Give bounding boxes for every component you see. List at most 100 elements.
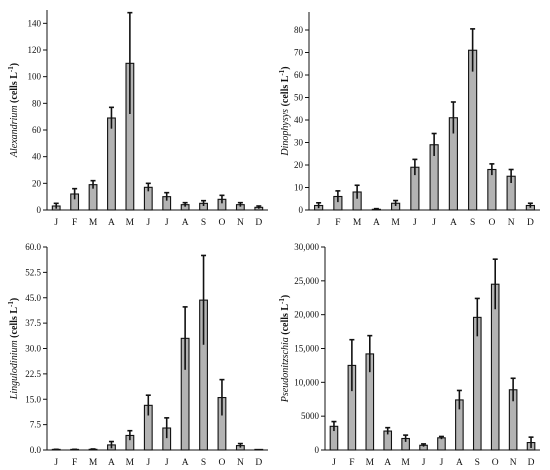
axis-lines: [324, 247, 540, 451]
x-tick-label: J: [422, 458, 426, 468]
x-tick-label: D: [255, 458, 262, 468]
x-tick-label: J: [165, 218, 169, 228]
panel-alexandrium: 0 20 40 60 80 100 120 140 Alexandrium (cells L-1…: [7, 10, 268, 228]
y-tick-label: 70: [294, 48, 304, 58]
x-tick-label: F: [349, 458, 354, 468]
x-tick-label: J: [54, 458, 58, 468]
x-tick-label: J: [317, 218, 321, 228]
x-tick-label: S: [470, 218, 475, 228]
panel-dinophysys: 0 10 20 30 40 50 60 70 80 Dinophysys (cells L-1) J…: [278, 12, 540, 228]
x-tick-label: M: [391, 218, 400, 228]
x-tick-label: J: [146, 458, 150, 468]
y-axis-label: Alexandrium (cells L-1): [7, 63, 20, 158]
y-tick-label: 30: [294, 138, 304, 148]
y-tick-label: 60.0: [25, 242, 41, 252]
axis-lines: [308, 12, 540, 211]
x-tick-label: S: [201, 218, 206, 228]
axis-lines: [46, 10, 268, 211]
y-tick-label: 40: [32, 152, 42, 162]
y-tick-label: 10,000: [294, 377, 319, 387]
y-tick-label: 10: [294, 183, 304, 193]
x-tick-label: O: [219, 458, 226, 468]
panel-pseudonitzschia: 0 5000 10,000 15,000 20,000 25,000 30,000 Pseud…: [278, 242, 540, 468]
y-tick-label: 0: [37, 205, 42, 215]
y-tick-label: 30.0: [25, 344, 41, 354]
y-tick-label: 80: [294, 25, 304, 35]
y-tick-label: 45.0: [25, 293, 41, 303]
x-tick-label: D: [527, 218, 534, 228]
x-tick-label: M: [89, 218, 98, 228]
x-tick-label: D: [255, 218, 262, 228]
y-tick-label: 80: [32, 98, 42, 108]
y-tick-label: 20: [294, 160, 304, 170]
y-tick-label: 7.5: [30, 420, 42, 430]
x-tick-label: A: [450, 218, 457, 228]
y-axis-label: Pseudonitzschia (cells L-1): [278, 295, 291, 404]
bar: [472, 316, 482, 451]
y-tick-label: 0: [315, 445, 320, 455]
x-tick-label: N: [508, 218, 515, 228]
y-tick-label: 100: [28, 72, 42, 82]
y-axis-label: Dinophysys (cells L-1): [278, 66, 291, 156]
bar: [107, 117, 116, 211]
x-tick-label: J: [165, 458, 169, 468]
x-tick-label: A: [108, 218, 115, 228]
x-tick-label: J: [54, 218, 58, 228]
x-tick-label: N: [237, 458, 244, 468]
y-tick-label: 50: [294, 93, 304, 103]
y-tick-label: 15,000: [294, 344, 319, 354]
y-tick-label: 5000: [301, 411, 320, 421]
x-tick-label: D: [528, 458, 535, 468]
x-tick-label: J: [413, 218, 417, 228]
y-tick-label: 52.5: [25, 267, 41, 277]
x-tick-label: O: [492, 458, 499, 468]
x-tick-label: M: [353, 218, 362, 228]
x-tick-label: A: [182, 458, 189, 468]
x-tick-label: M: [126, 218, 135, 228]
y-tick-label: 0: [299, 205, 304, 215]
x-tick-label: J: [440, 458, 444, 468]
bar: [468, 49, 478, 211]
x-tick-label: M: [366, 458, 375, 468]
axis-lines: [46, 247, 268, 451]
x-tick-label: S: [201, 458, 206, 468]
x-tick-label: A: [182, 218, 189, 228]
x-tick-label: J: [146, 218, 150, 228]
x-tick-label: M: [89, 458, 98, 468]
x-tick-label: A: [456, 458, 463, 468]
y-tick-label: 15.0: [25, 394, 41, 404]
x-tick-label: O: [488, 218, 495, 228]
y-tick-label: 20,000: [294, 310, 319, 320]
bar: [487, 168, 497, 211]
panel-lingulodinium: 0.0 7.5 15.0 22.5 30.0 37.5 45.0 52.5 60.0 Lingul…: [7, 242, 268, 468]
y-tick-label: 0.0: [30, 445, 42, 455]
y-tick-label: 140: [28, 18, 42, 28]
y-tick-label: 22.5: [25, 369, 41, 379]
y-tick-label: 120: [28, 45, 42, 55]
x-tick-label: N: [510, 458, 517, 468]
y-tick-label: 25,000: [294, 276, 319, 286]
y-tick-label: 60: [294, 70, 304, 80]
y-tick-label: 60: [32, 125, 42, 135]
x-tick-label: S: [475, 458, 480, 468]
x-tick-label: N: [237, 218, 244, 228]
x-tick-label: F: [72, 218, 77, 228]
y-tick-label: 40: [294, 115, 304, 125]
x-tick-label: A: [384, 458, 391, 468]
x-tick-label: A: [373, 218, 380, 228]
x-tick-label: F: [72, 458, 77, 468]
x-tick-label: J: [332, 458, 336, 468]
y-tick-label: 20: [32, 178, 42, 188]
x-tick-label: M: [401, 458, 410, 468]
x-tick-label: A: [108, 458, 115, 468]
x-tick-label: J: [432, 218, 436, 228]
x-tick-label: F: [335, 218, 340, 228]
y-tick-label: 30,000: [294, 242, 319, 252]
bar: [437, 437, 446, 451]
y-tick-label: 37.5: [25, 318, 41, 328]
x-tick-label: M: [126, 458, 135, 468]
x-tick-label: O: [219, 218, 226, 228]
bar: [254, 448, 264, 451]
y-axis-label: Lingulodinium (cells L-1): [7, 298, 20, 400]
